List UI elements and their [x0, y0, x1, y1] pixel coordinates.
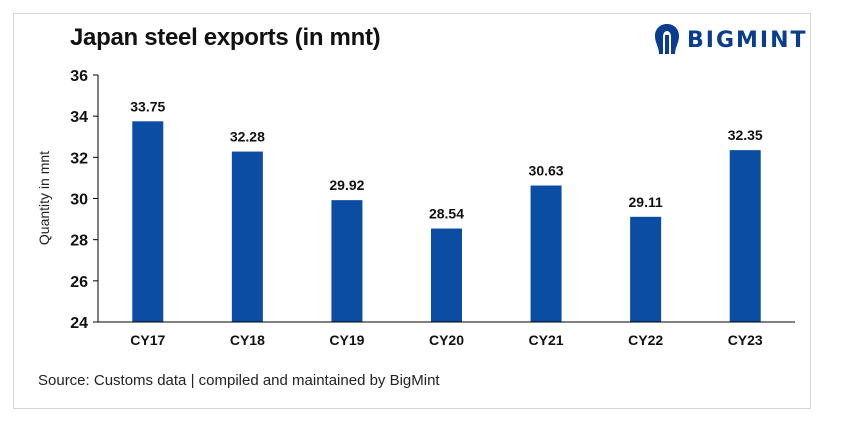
y-tick-label: 34: [70, 109, 88, 126]
x-tick-label: CY19: [329, 332, 364, 348]
x-tick-label: CY22: [628, 332, 663, 348]
x-tick-label: CY20: [429, 332, 464, 348]
y-tick-label: 28: [70, 233, 88, 250]
x-tick-label: CY17: [130, 332, 165, 348]
y-tick-label: 36: [70, 68, 88, 85]
bar-cy23: [729, 150, 761, 322]
y-tick-label: 24: [70, 315, 88, 332]
bigmint-logo-icon: [655, 24, 679, 54]
y-tick-label: 32: [70, 150, 88, 167]
bar-cy17: [132, 121, 164, 322]
x-tick-label: CY18: [230, 332, 265, 348]
x-tick-label: CY23: [728, 332, 763, 348]
y-tick-label: 26: [70, 274, 88, 291]
bar-cy22: [630, 216, 662, 322]
logo-wordmark: BIGMINT: [687, 27, 808, 53]
bar-cy21: [530, 185, 562, 322]
data-label: 32.35: [728, 127, 763, 143]
bar-cy19: [331, 200, 363, 322]
data-label: 32.28: [230, 129, 265, 145]
data-label: 29.11: [629, 194, 663, 210]
data-label: 29.92: [329, 177, 364, 193]
bigmint-logo: BIGMINT: [654, 20, 808, 60]
y-tick-label: 30: [70, 192, 88, 209]
data-label: 33.75: [130, 98, 165, 114]
source-note: Source: Customs data | compiled and main…: [38, 372, 440, 389]
data-label: 30.63: [529, 163, 564, 179]
x-tick-label: CY21: [529, 332, 564, 348]
y-axis-label: Quantity in mnt: [36, 151, 52, 245]
bar-cy18: [231, 151, 263, 322]
data-label: 28.54: [429, 206, 464, 222]
chart-title: Japan steel exports (in mnt): [70, 24, 381, 51]
bar-cy20: [431, 228, 462, 322]
